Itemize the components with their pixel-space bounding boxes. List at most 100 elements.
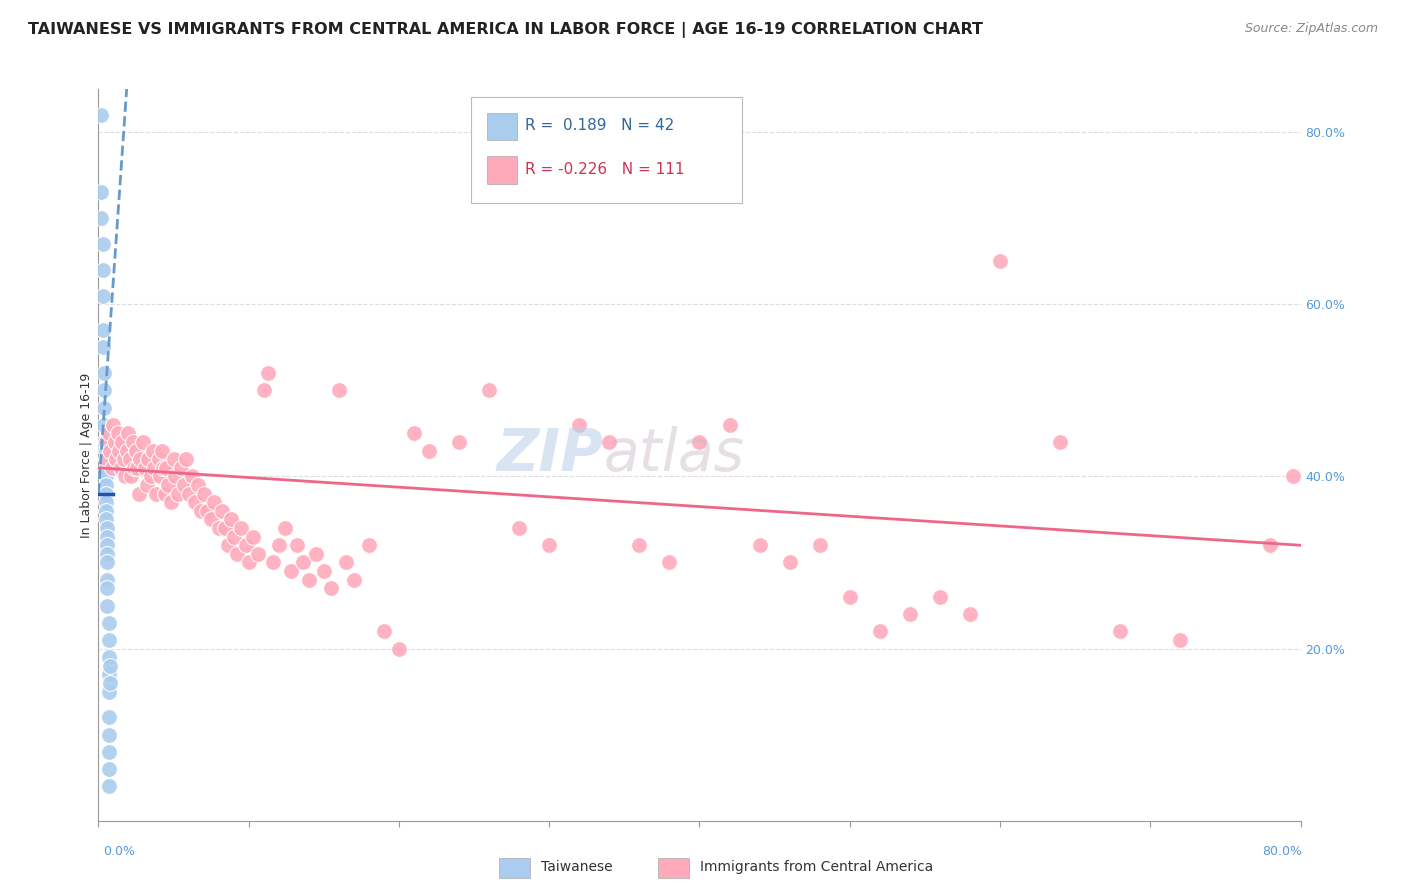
- Point: [127, 460, 149, 475]
- Point: [242, 530, 264, 544]
- Point: [170, 460, 193, 475]
- Point: [94, 443, 117, 458]
- Text: TAIWANESE VS IMMIGRANTS FROM CENTRAL AMERICA IN LABOR FORCE | AGE 16-19 CORRELAT: TAIWANESE VS IMMIGRANTS FROM CENTRAL AME…: [28, 22, 983, 38]
- Point: [214, 521, 236, 535]
- Text: 0.0%: 0.0%: [103, 846, 135, 858]
- Point: [305, 547, 328, 561]
- Point: [1109, 624, 1132, 639]
- Point: [93, 435, 115, 450]
- Point: [658, 556, 681, 570]
- Point: [96, 547, 118, 561]
- Point: [122, 435, 145, 450]
- Point: [134, 460, 156, 475]
- Point: [538, 538, 561, 552]
- Point: [96, 530, 118, 544]
- Point: [125, 443, 148, 458]
- Point: [110, 460, 132, 475]
- Point: [97, 728, 120, 742]
- Point: [343, 573, 366, 587]
- Point: [97, 426, 120, 441]
- Point: [200, 512, 222, 526]
- Point: [222, 530, 245, 544]
- FancyBboxPatch shape: [486, 156, 517, 185]
- Point: [418, 443, 440, 458]
- Point: [97, 650, 120, 665]
- Point: [285, 538, 308, 552]
- Point: [97, 615, 120, 630]
- Point: [111, 435, 134, 450]
- Point: [96, 599, 118, 613]
- Point: [183, 495, 205, 509]
- Point: [929, 590, 952, 604]
- Point: [167, 486, 190, 500]
- Point: [177, 486, 200, 500]
- Point: [118, 452, 141, 467]
- Point: [149, 469, 172, 483]
- Point: [152, 460, 174, 475]
- Point: [190, 504, 212, 518]
- Point: [103, 417, 125, 432]
- Point: [128, 486, 150, 500]
- Point: [94, 469, 117, 483]
- Point: [508, 521, 530, 535]
- Point: [165, 469, 187, 483]
- Point: [225, 547, 247, 561]
- Point: [100, 443, 122, 458]
- Point: [105, 452, 128, 467]
- Point: [246, 547, 269, 561]
- Point: [217, 538, 239, 552]
- Point: [91, 289, 114, 303]
- FancyBboxPatch shape: [486, 112, 517, 140]
- Point: [91, 237, 114, 252]
- Point: [121, 469, 143, 483]
- Point: [1260, 538, 1282, 552]
- Point: [180, 469, 202, 483]
- Point: [97, 762, 120, 776]
- Point: [104, 435, 127, 450]
- Point: [94, 478, 117, 492]
- Point: [1282, 469, 1305, 483]
- Point: [91, 263, 114, 277]
- Point: [91, 340, 114, 354]
- Point: [211, 504, 233, 518]
- Point: [335, 556, 357, 570]
- Y-axis label: In Labor Force | Age 16-19: In Labor Force | Age 16-19: [80, 372, 93, 538]
- Point: [136, 452, 159, 467]
- Text: atlas: atlas: [603, 426, 744, 483]
- Point: [97, 667, 120, 681]
- Point: [718, 417, 741, 432]
- Text: Immigrants from Central America: Immigrants from Central America: [700, 860, 934, 874]
- Point: [478, 384, 501, 398]
- Point: [94, 512, 117, 526]
- Point: [193, 486, 215, 500]
- Point: [779, 556, 801, 570]
- Point: [96, 573, 118, 587]
- Point: [1049, 435, 1071, 450]
- Point: [94, 460, 117, 475]
- Point: [321, 582, 343, 596]
- Point: [869, 624, 891, 639]
- Point: [96, 452, 118, 467]
- Point: [262, 556, 284, 570]
- Point: [112, 452, 135, 467]
- Point: [280, 564, 302, 578]
- Point: [568, 417, 591, 432]
- Point: [155, 460, 177, 475]
- Text: R =  0.189   N = 42: R = 0.189 N = 42: [526, 119, 675, 133]
- Point: [107, 426, 129, 441]
- Point: [143, 460, 166, 475]
- Point: [187, 478, 209, 492]
- Point: [447, 435, 470, 450]
- Point: [91, 323, 114, 337]
- Point: [156, 478, 179, 492]
- Point: [93, 401, 115, 415]
- Point: [96, 582, 118, 596]
- Point: [1170, 632, 1192, 647]
- Point: [219, 512, 242, 526]
- Point: [96, 556, 118, 570]
- Point: [100, 676, 122, 690]
- Point: [150, 443, 173, 458]
- Point: [108, 443, 131, 458]
- Point: [90, 186, 112, 200]
- Point: [90, 108, 112, 122]
